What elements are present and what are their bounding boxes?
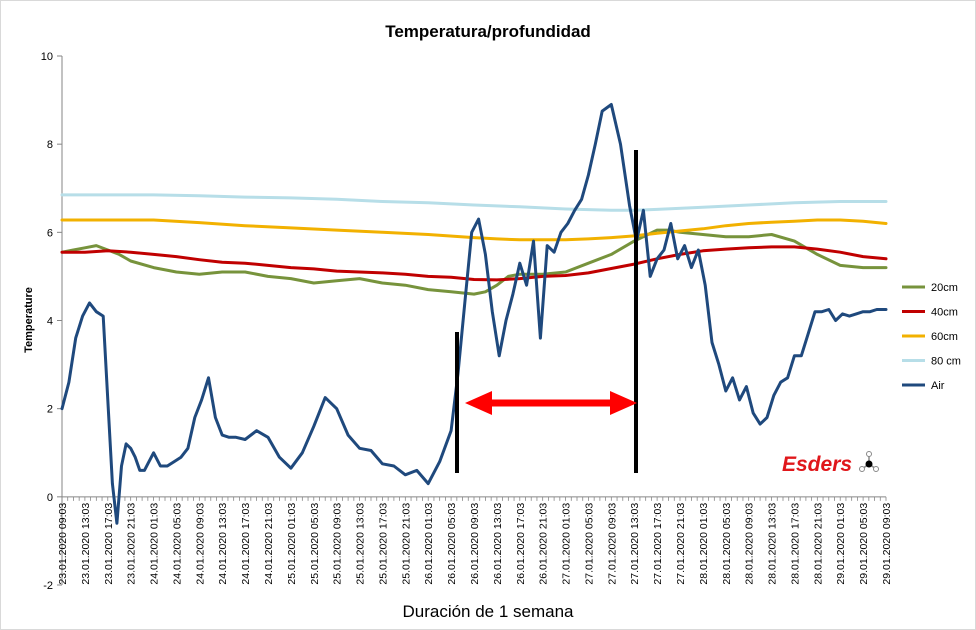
- x-tick-label: 28.01.2020 01:03: [698, 503, 710, 585]
- x-tick-label: 26.01.2020 09:03: [469, 503, 481, 585]
- legend-label: 40cm: [931, 307, 958, 319]
- y-tick-label: 2: [47, 404, 53, 416]
- x-tick-label: 28.01.2020 09:03: [744, 503, 756, 585]
- legend-label: 80 cm: [931, 356, 961, 368]
- x-tick-label: 25.01.2020 21:03: [400, 503, 412, 585]
- x-tick-label: 28.01.2020 21:03: [812, 503, 824, 585]
- legend-item: Air: [902, 380, 945, 392]
- legend-label: Air: [931, 380, 945, 392]
- x-tick-label: 27.01.2020 09:03: [606, 503, 618, 585]
- x-tick-label: 26.01.2020 21:03: [538, 503, 550, 585]
- x-tick-label: 28.01.2020 17:03: [789, 503, 801, 585]
- y-tick-label: 4: [47, 316, 53, 328]
- x-tick-label: 24.01.2020 21:03: [263, 503, 275, 585]
- x-tick-label: 23.01.2020 09:03: [57, 503, 69, 585]
- duration-arrow-right-head: [610, 391, 637, 415]
- legend-label: 60cm: [931, 331, 958, 343]
- x-tick-label: 24.01.2020 09:03: [194, 503, 206, 585]
- x-tick-label: 24.01.2020 01:03: [149, 503, 161, 585]
- x-axis-label: Duración de 1 semana: [402, 602, 574, 621]
- logo-text: Esders: [782, 453, 852, 476]
- x-tick-label: 25.01.2020 05:03: [309, 503, 321, 585]
- legend-label: 20cm: [931, 282, 958, 294]
- x-tick-label: 25.01.2020 01:03: [286, 503, 298, 585]
- y-tick-label: 10: [41, 51, 53, 63]
- x-tick-label: 26.01.2020 17:03: [515, 503, 527, 585]
- x-tick-label: 23.01.2020 17:03: [103, 503, 115, 585]
- series-line-20cm: [60, 228, 888, 296]
- x-tick-label: 23.01.2020 13:03: [80, 503, 92, 585]
- x-tick-label: 24.01.2020 17:03: [240, 503, 252, 585]
- legend-item: 60cm: [902, 331, 958, 343]
- duration-arrow: [465, 391, 637, 415]
- legend-item: 20cm: [902, 282, 958, 294]
- x-tick-label: 26.01.2020 05:03: [446, 503, 458, 585]
- x-tick-label: 28.01.2020 13:03: [767, 503, 779, 585]
- x-tick-label: 29.01.2020 09:03: [881, 503, 893, 585]
- x-tick-label: 27.01.2020 13:03: [629, 503, 641, 585]
- legend-item: 80 cm: [902, 356, 961, 368]
- x-tick-label: 24.01.2020 13:03: [217, 503, 229, 585]
- series-line-40cm: [60, 245, 888, 282]
- series-group: [60, 103, 888, 525]
- legend-item: 40cm: [902, 307, 958, 319]
- x-tick-label: 29.01.2020 01:03: [835, 503, 847, 585]
- y-axis-label: Temperature: [23, 287, 35, 353]
- y-tick-label: 6: [47, 227, 53, 239]
- chart-title: Temperatura/profundidad: [385, 22, 591, 41]
- x-tick-label: 27.01.2020 21:03: [675, 503, 687, 585]
- x-tick-label: 25.01.2020 09:03: [332, 503, 344, 585]
- series-line-air: [60, 103, 888, 525]
- x-axis: 23.01.2020 09:03 23.01.2020 13:03 23.01.20…: [57, 496, 893, 585]
- x-tick-label: 24.01.2020 05:03: [171, 503, 183, 585]
- x-tick-label: 25.01.2020 17:03: [377, 503, 389, 585]
- x-tick-label: 27.01.2020 05:03: [583, 503, 595, 585]
- y-tick-label: 8: [47, 139, 53, 151]
- x-tick-label: 23.01.2020 21:03: [126, 503, 138, 585]
- x-tick-label: 27.01.2020 01:03: [561, 503, 573, 585]
- y-tick-label: -2: [43, 580, 53, 592]
- esders-logo: Esders: [782, 451, 879, 476]
- legend: 20cm 40cm 60cm 80 cm Air: [902, 282, 961, 392]
- x-tick-label: 26.01.2020 13:03: [492, 503, 504, 585]
- series-line-60cm: [60, 218, 888, 242]
- molecule-icon: [859, 451, 879, 472]
- y-tick-label: 0: [47, 492, 53, 504]
- series-line-80cm: [60, 193, 888, 212]
- x-tick-label: 29.01.2020 05:03: [858, 503, 870, 585]
- duration-arrow-left-head: [465, 391, 492, 415]
- x-tick-label: 27.01.2020 17:03: [652, 503, 664, 585]
- annotations: [455, 150, 638, 473]
- x-tick-label: 25.01.2020 13:03: [355, 503, 367, 585]
- x-tick-label: 28.01.2020 05:03: [721, 503, 733, 585]
- x-tick-label: 26.01.2020 01:03: [423, 503, 435, 585]
